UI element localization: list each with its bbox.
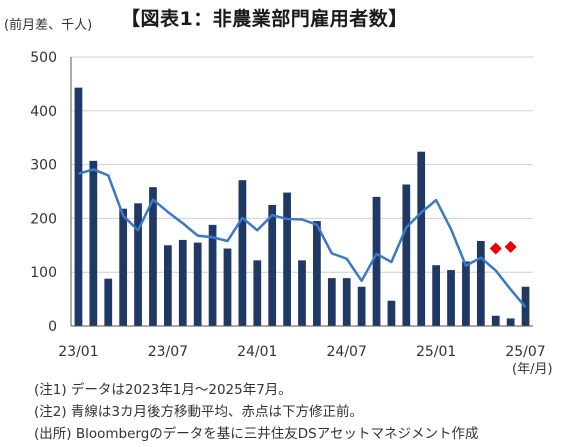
bar <box>134 203 142 326</box>
revision-marker <box>504 240 517 253</box>
bar <box>193 242 202 326</box>
y-tick-label: 200 <box>30 211 57 227</box>
bar <box>74 87 83 326</box>
x-tick-label: 25/01 <box>416 344 456 360</box>
x-tick-label: 23/01 <box>58 344 98 360</box>
bar <box>342 278 351 326</box>
y-tick-label: 400 <box>30 104 57 120</box>
bar <box>223 248 232 326</box>
bar <box>506 318 515 326</box>
x-tick-label: 23/07 <box>148 344 188 360</box>
bar <box>491 315 500 326</box>
bar <box>283 192 291 326</box>
x-tick-label: 24/01 <box>237 344 277 360</box>
bar <box>163 245 172 326</box>
y-axis-unit-label: (前月差、千人) <box>4 18 93 33</box>
bar <box>238 180 247 326</box>
bar <box>432 265 441 326</box>
bar <box>104 278 113 326</box>
bar <box>462 261 470 326</box>
bar <box>357 286 366 326</box>
bar <box>387 300 396 326</box>
y-tick-labels: 0 100 200 300 400 500 <box>30 50 57 335</box>
x-axis-unit-label: (年/月) <box>512 362 553 377</box>
bar <box>298 260 306 326</box>
note-1: (注1) データは2023年1月～2025年7月。 <box>34 382 292 398</box>
revision-marker <box>489 242 502 255</box>
bar <box>327 278 336 326</box>
chart-title: 【図表1：非農業部門雇用者数】 <box>121 8 408 30</box>
y-tick-label: 100 <box>30 265 57 281</box>
y-tick-label: 300 <box>30 158 57 174</box>
bar <box>447 270 455 326</box>
note-3: (出所) Bloombergのデータを基に三井住友DSアセットマネジメント作成 <box>34 426 479 442</box>
bar <box>119 208 128 326</box>
note-2: (注2) 青線は3カ月後方移動平均、赤点は下方修正前。 <box>34 404 364 420</box>
bar <box>402 184 411 326</box>
bar <box>149 187 157 326</box>
y-tick-label: 0 <box>48 319 57 335</box>
axes <box>70 57 533 327</box>
revision-markers <box>489 240 517 255</box>
x-tick-labels: 23/01 23/07 24/01 24/07 25/01 25/07 <box>58 344 545 360</box>
bar <box>268 204 277 326</box>
bar <box>476 240 485 326</box>
y-tick-label: 500 <box>30 50 57 66</box>
bar <box>313 221 321 326</box>
x-tick-label: 25/07 <box>505 344 545 360</box>
x-tick-label: 24/07 <box>327 344 367 360</box>
bar <box>89 160 98 326</box>
bar <box>208 224 217 326</box>
bar <box>417 151 426 326</box>
bar-series <box>74 87 530 326</box>
bar <box>372 196 381 326</box>
moving-average-line <box>78 168 527 308</box>
bar <box>178 239 187 326</box>
bar <box>253 260 262 326</box>
